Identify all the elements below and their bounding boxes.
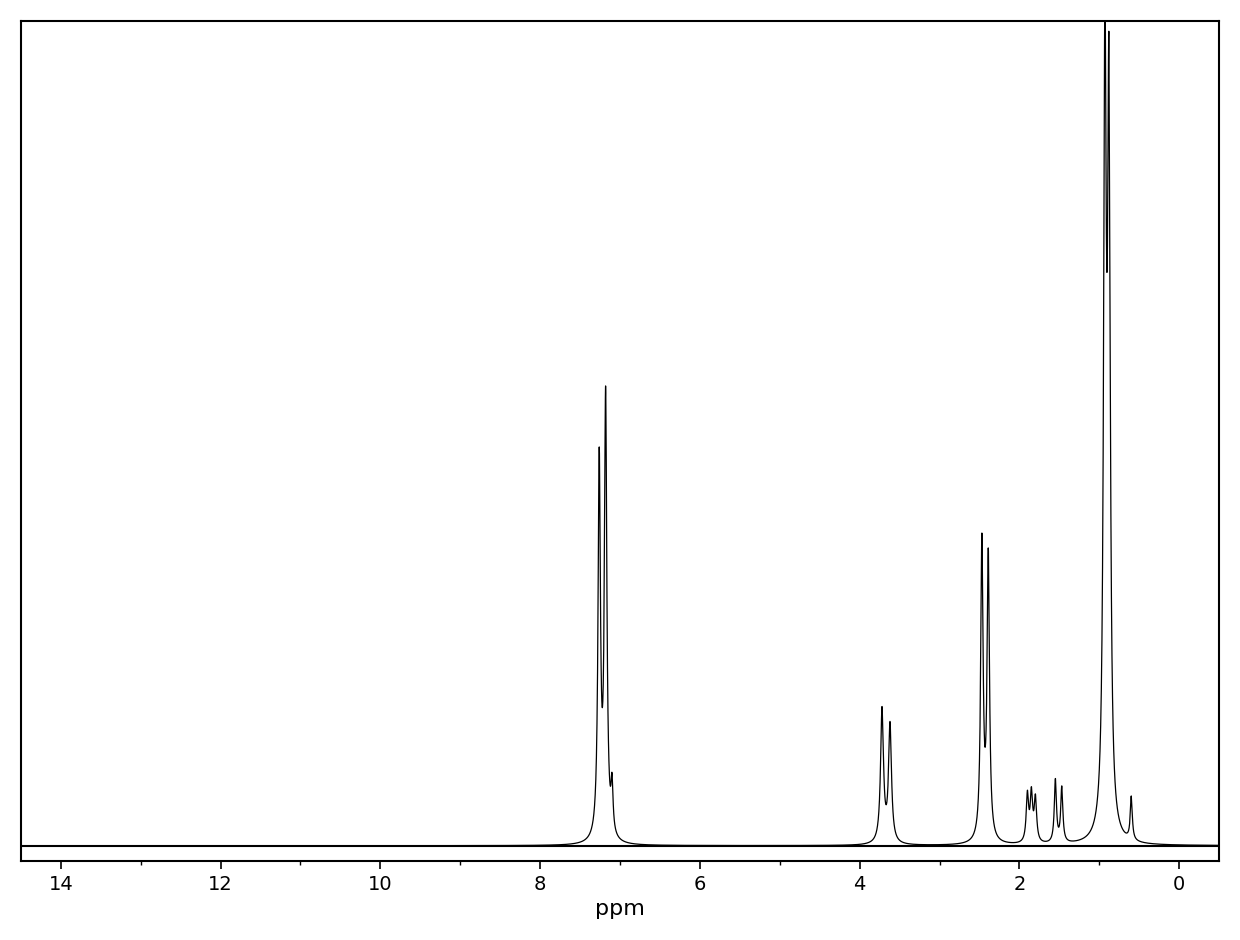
X-axis label: ppm: ppm xyxy=(595,900,645,919)
